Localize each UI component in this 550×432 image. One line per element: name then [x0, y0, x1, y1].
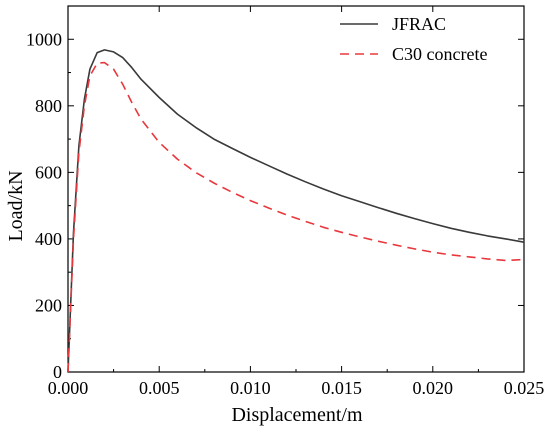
legend: JFRAC C30 concrete	[340, 14, 487, 64]
x-tick-label: 0.015	[321, 378, 362, 398]
y-tick-label: 400	[35, 229, 62, 249]
x-tick-label: 0.005	[139, 378, 180, 398]
legend-label-1: JFRAC	[392, 14, 446, 34]
x-axis-title: Displacement/m	[231, 404, 363, 426]
series-line-1	[67, 49, 525, 373]
axes: 0.000 0.005 0.010 0.015 0.020 0.025 0 200 400 600…	[26, 5, 545, 398]
series-layer	[67, 49, 525, 373]
series-line-2	[67, 61, 525, 373]
y-axis-title: Load/kN	[5, 170, 27, 241]
y-tick-label: 0	[53, 362, 62, 382]
y-tick-label: 800	[35, 96, 62, 116]
y-tick-label: 200	[35, 295, 62, 315]
x-tick-label: 0.010	[230, 378, 271, 398]
x-tick-label: 0.025	[504, 378, 545, 398]
x-tick-label: 0.000	[48, 378, 89, 398]
x-tick-label: 0.020	[413, 378, 454, 398]
y-tick-label: 1000	[26, 29, 62, 49]
legend-label-2: C30 concrete	[392, 44, 487, 64]
y-tick-label: 600	[35, 162, 62, 182]
